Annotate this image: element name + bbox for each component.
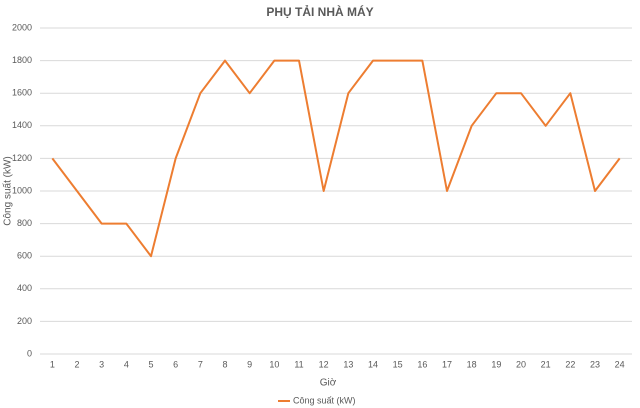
y-tick-label: 800 bbox=[17, 218, 32, 228]
x-tick-label: 15 bbox=[393, 359, 403, 369]
x-tick-label: 7 bbox=[198, 359, 203, 369]
x-tick-label: 6 bbox=[173, 359, 178, 369]
x-tick-label: 18 bbox=[467, 359, 477, 369]
x-tick-label: 3 bbox=[99, 359, 104, 369]
x-tick-label: 1 bbox=[50, 359, 55, 369]
x-tick-label: 8 bbox=[222, 359, 227, 369]
y-tick-label: 600 bbox=[17, 251, 32, 261]
x-tick-label: 24 bbox=[615, 359, 625, 369]
x-tick-label: 11 bbox=[294, 359, 303, 369]
series-line bbox=[51, 59, 621, 258]
y-tick-label: 200 bbox=[17, 316, 32, 326]
chart-title: PHỤ TẢI NHÀ MÁY bbox=[266, 4, 373, 19]
x-axis-title: Giờ bbox=[320, 378, 337, 389]
y-tick-label: 1400 bbox=[12, 120, 32, 130]
x-tick-label: 19 bbox=[491, 359, 501, 369]
x-tick-label: 4 bbox=[124, 359, 129, 369]
y-tick-label: 0 bbox=[27, 348, 32, 358]
x-tick-label: 14 bbox=[368, 359, 378, 369]
x-tick-label: 16 bbox=[417, 359, 427, 369]
x-tick-label: 21 bbox=[541, 359, 551, 369]
x-tick-label: 23 bbox=[590, 359, 600, 369]
y-tick-label: 1200 bbox=[12, 153, 32, 163]
x-tick-label: 20 bbox=[516, 359, 526, 369]
x-tick-label: 2 bbox=[74, 359, 79, 369]
x-tick-label: 13 bbox=[343, 359, 353, 369]
x-tick-label: 22 bbox=[565, 359, 575, 369]
x-tick-label: 10 bbox=[269, 359, 279, 369]
x-tick-label: 5 bbox=[148, 359, 153, 369]
x-tick-label: 12 bbox=[319, 359, 329, 369]
y-axis-title: Công suất (kW) bbox=[2, 156, 14, 225]
y-tick-label: 1000 bbox=[12, 185, 32, 195]
x-tick-label: 9 bbox=[247, 359, 252, 369]
legend-label: Công suất (kW) bbox=[293, 395, 356, 405]
x-tick-label: 17 bbox=[442, 359, 452, 369]
y-tick-label: 1800 bbox=[12, 55, 32, 65]
y-tick-label: 1600 bbox=[12, 88, 32, 98]
y-tick-label: 2000 bbox=[12, 22, 32, 32]
y-tick-label: 400 bbox=[17, 283, 32, 293]
